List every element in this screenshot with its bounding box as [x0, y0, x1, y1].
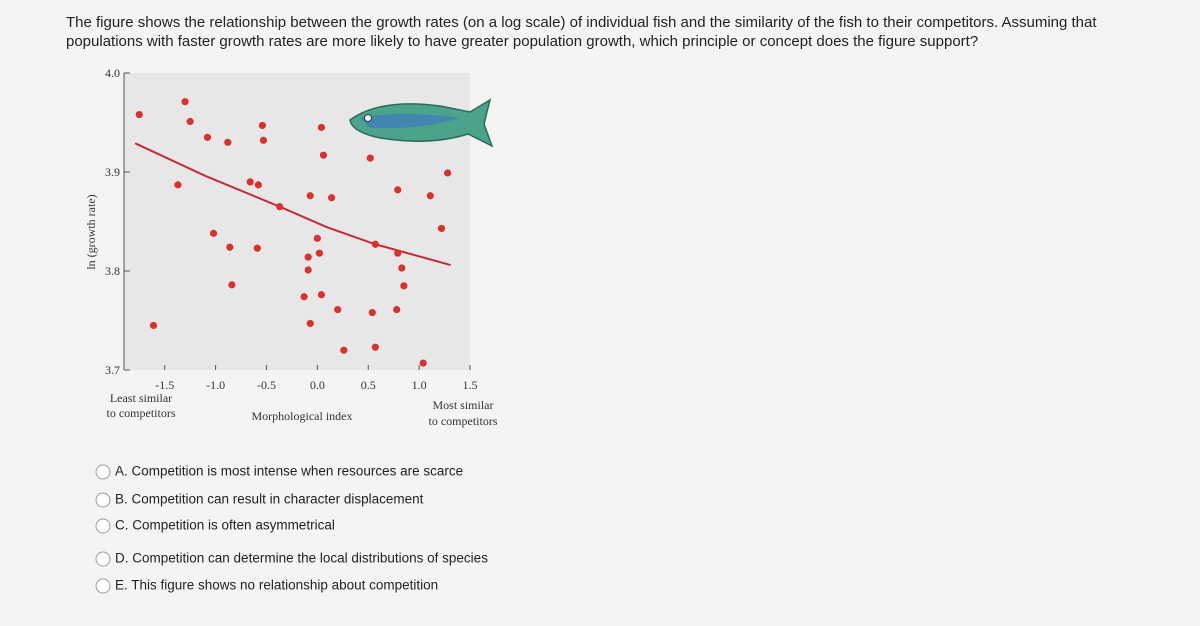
y-tick-label: 3.8: [105, 264, 120, 278]
data-point: [371, 343, 379, 351]
data-point: [319, 151, 328, 159]
x-tick-label: 1.0: [412, 378, 427, 392]
data-point: [393, 306, 401, 314]
data-point: [226, 243, 234, 251]
fish-illustration: [349, 98, 494, 148]
x-tick-label: -0.5: [257, 378, 276, 392]
x-tick-label: 1.5: [463, 378, 478, 392]
data-point: [186, 117, 194, 126]
data-point: [276, 203, 284, 211]
annotation: to competitors: [429, 414, 498, 428]
data-point: [304, 266, 312, 274]
x-tick-label: -1.0: [206, 378, 225, 392]
data-point: [228, 281, 236, 289]
data-point: [400, 282, 408, 290]
data-point: [181, 98, 189, 106]
data-point: [174, 181, 182, 189]
y-tick-label: 4.0: [105, 66, 120, 80]
data-point: [253, 244, 261, 252]
data-point: [313, 234, 321, 242]
data-point: [306, 192, 314, 200]
x-tick-label: 0.0: [310, 378, 325, 392]
data-point: [394, 249, 402, 257]
question-text: The figure shows the relationship betwee…: [66, 14, 1097, 50]
data-point: [366, 154, 374, 162]
option-text[interactable]: B. Competition can result in character d…: [115, 492, 424, 507]
option-text[interactable]: C. Competition is often asymmetrical: [115, 518, 335, 533]
y-axis-label: ln (growth rate): [84, 194, 98, 269]
data-point: [246, 178, 254, 186]
radio-button[interactable]: [95, 492, 111, 508]
annotation: Least similar: [110, 391, 172, 405]
data-point: [419, 359, 427, 367]
data-point: [437, 224, 446, 233]
data-point: [444, 169, 452, 177]
data-point: [315, 249, 323, 257]
x-tick-label: 0.5: [361, 378, 376, 392]
data-point: [371, 240, 379, 248]
data-point: [149, 321, 158, 330]
data-point: [224, 138, 232, 146]
data-point: [306, 319, 314, 328]
data-point: [259, 136, 268, 144]
data-point: [334, 306, 342, 314]
data-point: [317, 123, 326, 132]
option-text[interactable]: A. Competition is most intense when reso…: [115, 464, 463, 479]
data-point: [258, 121, 266, 130]
radio-button[interactable]: [95, 518, 111, 534]
annotation: Most similar: [432, 398, 493, 412]
data-point: [300, 293, 308, 301]
data-point: [394, 186, 402, 194]
radio-button[interactable]: [95, 551, 111, 567]
data-point: [209, 229, 218, 237]
data-point: [340, 346, 348, 354]
y-tick-label: 3.7: [105, 363, 120, 377]
trend-line: [134, 142, 451, 267]
data-point: [203, 133, 212, 141]
option-text[interactable]: D. Competition can determine the local d…: [115, 551, 488, 566]
option-text[interactable]: E. This figure shows no relationship abo…: [115, 578, 438, 593]
options: A. Competition is most intense when reso…: [95, 464, 488, 594]
radio-button[interactable]: [95, 464, 111, 480]
x-tick-label: -1.5: [155, 378, 174, 392]
annotation: to competitors: [107, 406, 176, 420]
data-point: [254, 181, 262, 189]
data-point: [328, 194, 336, 202]
x-axis-label: Morphological index: [252, 409, 353, 423]
data-point: [426, 192, 434, 200]
radio-button[interactable]: [95, 578, 111, 594]
data-point: [368, 308, 376, 317]
data-point: [135, 110, 143, 119]
data-point: [304, 253, 312, 261]
y-tick-label: 3.9: [105, 165, 120, 179]
data-point: [398, 264, 406, 272]
data-point: [317, 291, 326, 299]
